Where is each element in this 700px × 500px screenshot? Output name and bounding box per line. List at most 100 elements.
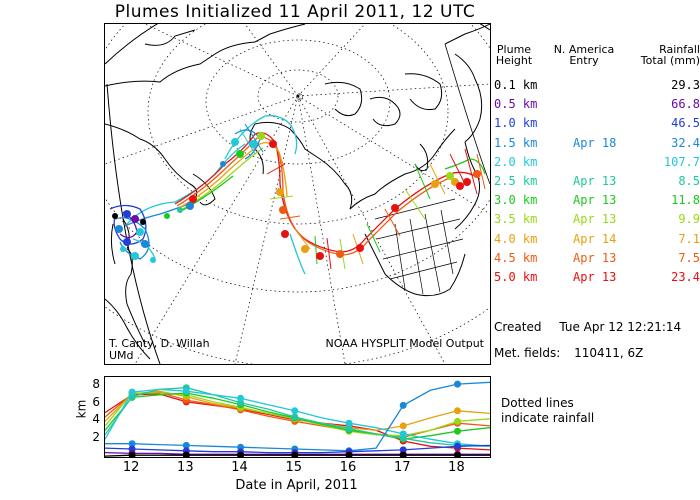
created-value: Tue Apr 12 12:21:14 (559, 320, 682, 334)
series-point (291, 407, 299, 415)
header-rain-line2: Total (mm) (640, 54, 700, 67)
x-tick-label: 13 (177, 460, 194, 475)
legend-row: 2.5 km Apr 13 8.5 (492, 174, 700, 190)
entry-date: Apr 13 (573, 250, 617, 265)
plume-height: 5.0 km (494, 270, 538, 284)
series-point (454, 427, 461, 435)
height-timeline-chart (104, 376, 491, 458)
graticule (105, 24, 490, 364)
series-point (128, 440, 136, 448)
series-point (399, 422, 407, 430)
plume-height: 2.5 km (494, 174, 538, 188)
rainfall-total: 8.5 (678, 174, 700, 188)
timeline-canvas (105, 380, 490, 457)
series-point (128, 451, 136, 457)
legend-row: 0.1 km 29.3 (492, 78, 700, 94)
rainfall-total: 107.7 (663, 154, 700, 169)
legend-row: 2.0 km 107.7 (492, 155, 700, 171)
x-tick-label: 18 (448, 460, 465, 475)
met-value: 110411, 6Z (574, 346, 644, 360)
series-point (399, 430, 407, 438)
note-line2: indicate rainfall (501, 411, 595, 425)
series-point (454, 442, 461, 450)
state-borders (374, 198, 464, 295)
header-entry-line1: N. America (553, 43, 615, 56)
rainfall-total: 23.4 (671, 270, 700, 284)
legend-row: 3.5 km Apr 13 9.9 (492, 212, 700, 228)
legend-row: 0.5 km 66.8 (492, 97, 700, 113)
y-tick-label: 6 (92, 394, 100, 409)
rainfall-total: 46.5 (671, 116, 700, 131)
series-point (291, 451, 299, 457)
series-point (182, 441, 190, 449)
plume-height: 2.0 km (494, 154, 538, 169)
series-point (454, 380, 461, 388)
credit: T. Canty, D. Willah UMd (109, 338, 210, 362)
entry-date: Apr 18 (573, 135, 617, 150)
entry-date: Apr 13 (573, 174, 617, 188)
met-label: Met. fields: (494, 346, 561, 360)
y-axis-label: km (74, 399, 89, 419)
y-tick-label: 8 (92, 376, 100, 391)
rainfall-total: 32.4 (671, 135, 700, 150)
series-point (399, 451, 407, 457)
plume-height: 1.0 km (494, 116, 538, 131)
series-point (291, 413, 299, 421)
legend-header-height: Plume Height (492, 44, 536, 66)
series-point (237, 394, 245, 402)
series-point (454, 407, 461, 415)
legend-row: 5.0 km Apr 13 23.4 (492, 270, 700, 286)
series-point (345, 451, 353, 457)
header-height-line2: Height (495, 54, 533, 67)
trajectory-markers (112, 132, 481, 263)
globe-limb-right (444, 43, 490, 185)
entry-date: Apr 13 (573, 212, 617, 227)
plume-height: 4.0 km (494, 231, 538, 246)
series-point (345, 419, 353, 427)
globe-limb-top (105, 24, 490, 65)
series-point (454, 417, 461, 425)
legend-row: 1.5 km Apr 18 32.4 (492, 136, 700, 152)
coastlines (105, 24, 490, 360)
legend-row: 4.5 km Apr 13 7.5 (492, 251, 700, 267)
trajectory-map: © (104, 23, 491, 365)
rainfall-total: 11.8 (671, 193, 700, 208)
series-line (105, 392, 490, 437)
series-point (237, 451, 245, 457)
series-point (454, 451, 461, 457)
legend-header-entry: N. America Entry (544, 44, 624, 66)
plume-height: 4.5 km (494, 250, 538, 265)
legend-row: 1.0 km 46.5 (492, 116, 700, 132)
credit-names: T. Canty, D. Willah (109, 337, 210, 350)
series-point (345, 425, 353, 433)
series-point (182, 451, 190, 457)
rainfall-total: 7.5 (678, 250, 700, 265)
rainfall-total: 29.3 (671, 78, 700, 92)
rainfall-total: 66.8 (671, 97, 700, 112)
credit-org: UMd (109, 349, 134, 362)
plume-height: 3.5 km (494, 212, 538, 227)
series-point (128, 388, 136, 396)
series-line (105, 391, 490, 439)
header-height-line1: Plume (496, 43, 532, 56)
x-tick-label: 16 (339, 460, 357, 475)
rainfall-bars (239, 123, 486, 270)
x-axis-label: Date in April, 2011 (235, 478, 358, 493)
plume-height: 0.5 km (494, 97, 538, 112)
page-title: Plumes Initialized 11 April 2011, 12 UTC (114, 2, 476, 22)
model-source: NOAA HYSPLIT Model Output (325, 337, 484, 350)
entry-date: Apr 13 (573, 193, 617, 208)
pole-marker: © (295, 93, 304, 103)
y-tick-label: 2 (92, 430, 100, 445)
legend-row: 4.0 km Apr 14 7.1 (492, 232, 700, 248)
x-tick-label: 14 (231, 460, 248, 475)
plume-height: 3.0 km (494, 193, 538, 208)
met-info: Met. fields: 110411, 6Z (494, 346, 643, 360)
legend-row: 3.0 km Apr 13 11.8 (492, 193, 700, 209)
plume-height: 0.1 km (494, 78, 538, 92)
created-info: Created Tue Apr 12 12:21:14 (494, 320, 681, 334)
entry-date: Apr 14 (573, 231, 617, 246)
globe-limb-left (106, 83, 161, 364)
series-point (399, 401, 407, 409)
rainfall-total: 7.1 (678, 231, 700, 246)
